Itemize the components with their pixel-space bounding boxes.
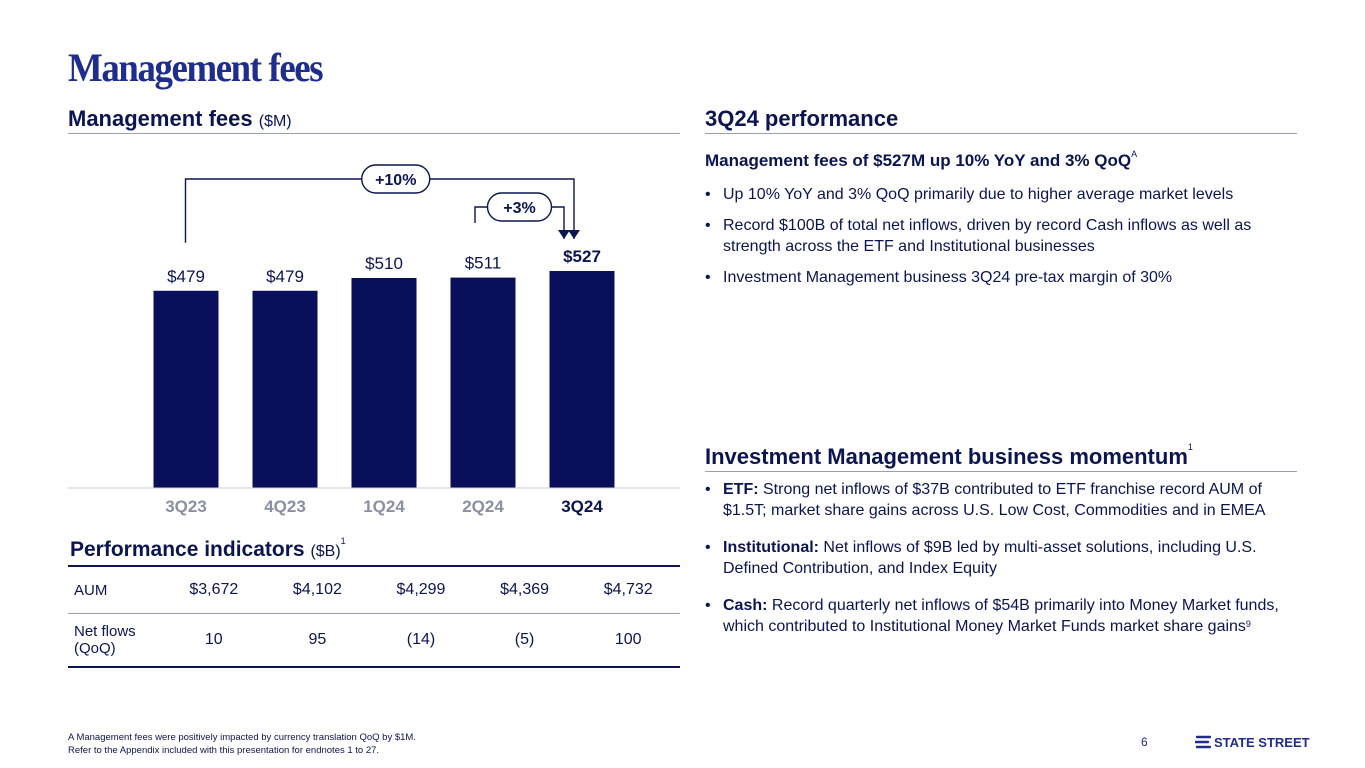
table-cell: 100: [576, 613, 680, 668]
chart-heading: Management fees ($M): [68, 106, 292, 132]
list-item: Record $100B of total net inflows, drive…: [705, 215, 1285, 257]
x-tick-label: 4Q23: [264, 497, 306, 516]
table-cell: (14): [369, 613, 473, 668]
bar-value-label: $510: [365, 254, 403, 273]
performance-bullets: Up 10% YoY and 3% QoQ primarily due to h…: [705, 184, 1285, 298]
performance-heading: 3Q24 performance: [705, 106, 899, 131]
table-cell: (5): [472, 613, 577, 668]
x-tick-label: 2Q24: [462, 497, 504, 516]
qoq-badge-label: +3%: [503, 200, 535, 217]
table-row-net-flows: Net flows (QoQ) 10 95 (14) (5) 100: [68, 613, 680, 668]
table-cell: 95: [265, 613, 370, 668]
performance-subheading: Management fees of $527M up 10% YoY and …: [705, 149, 1138, 171]
table-cell: $3,672: [162, 565, 266, 614]
performance-subheading-sup: A: [1131, 149, 1138, 159]
brand-name: STATE STREET: [1214, 735, 1310, 750]
momentum-bullets: ETF: Strong net inflows of $37B contribu…: [705, 479, 1295, 647]
chart-heading-unit: ($M): [258, 113, 292, 130]
performance-table: AUM $3,672 $4,102 $4,299 $4,369 $4,732 N…: [68, 565, 680, 668]
list-item-institutional: Institutional: Net inflows of $9B led by…: [705, 537, 1295, 579]
bar-3Q24: [549, 271, 615, 488]
page-number: 6: [1141, 735, 1148, 749]
bar-4Q23: [252, 290, 318, 488]
bullet-text: Strong net inflows of $37B contributed t…: [723, 481, 1266, 519]
performance-subheading-text: Management fees of $527M up 10% YoY and …: [705, 151, 1132, 170]
bullet-label: Cash:: [723, 597, 768, 614]
bar-2Q24: [450, 277, 516, 488]
momentum-heading-text: Investment Management business momentum: [705, 444, 1188, 469]
momentum-heading: Investment Management business momentum1: [705, 442, 1193, 470]
page-title: Management fees: [68, 45, 324, 90]
bar-value-label: $479: [266, 267, 304, 286]
logo-icon: [1195, 735, 1211, 749]
table-row-aum: AUM $3,672 $4,102 $4,299 $4,369 $4,732: [68, 565, 680, 614]
chart-heading-rule: [68, 133, 680, 134]
bar-value-label: $479: [167, 267, 205, 286]
bar-value-labels: $479 $479 $510 $511 $527: [167, 247, 601, 286]
footnote-line: A Management fees were positively impact…: [68, 732, 416, 743]
x-tick-label: 3Q23: [165, 497, 207, 516]
yoy-badge-pill: [361, 164, 431, 194]
bar-value-label: $511: [465, 254, 502, 273]
bullet-text: Record quarterly net inflows of $54B pri…: [723, 597, 1279, 635]
momentum-heading-rule: [705, 471, 1297, 472]
list-item-etf: ETF: Strong net inflows of $37B contribu…: [705, 479, 1295, 521]
bullet-label: ETF:: [723, 481, 759, 498]
bars-group: [153, 271, 615, 488]
x-axis-ticks: 3Q23 4Q23 1Q24 2Q24 3Q24: [165, 497, 603, 516]
chart-heading-text: Management fees: [68, 106, 253, 131]
qoq-arrow: [558, 230, 570, 239]
table-cell: 10: [162, 613, 266, 668]
bar-1Q24: [351, 278, 417, 488]
x-tick-label: 3Q24: [561, 497, 603, 516]
table-cell: $4,102: [265, 565, 370, 614]
yoy-arrow: [568, 230, 580, 239]
performance-heading-rule: [705, 133, 1297, 134]
row-label: AUM: [68, 565, 162, 614]
perf-heading: Performance indicators ($B)1: [70, 536, 346, 562]
management-fees-chart: $479 $479$510 $511 $527 3Q23 4Q23 1Q24 2Q24 3Q2…: [68, 164, 680, 516]
row-label: Net flows (QoQ): [68, 613, 162, 668]
growth-annotations: +10% +3%: [184, 164, 580, 243]
bar-value-label: $527: [563, 247, 601, 266]
momentum-heading-sup: 1: [1187, 442, 1193, 452]
table-cell: $4,732: [576, 565, 680, 614]
table-cell: $4,369: [472, 565, 577, 614]
list-item: Investment Management business 3Q24 pre-…: [705, 267, 1285, 288]
yoy-badge-label: +10%: [375, 172, 416, 189]
bullet-text: Net inflows of $9B led by multi-asset so…: [723, 539, 1257, 577]
table-cell: $4,299: [369, 565, 473, 614]
x-tick-label: 1Q24: [363, 497, 405, 516]
brand-logo: STATE STREET: [1195, 735, 1310, 750]
bullet-label: Institutional:: [723, 539, 819, 556]
perf-heading-sup: 1: [340, 536, 346, 546]
list-item-cash: Cash: Record quarterly net inflows of $5…: [705, 595, 1295, 637]
perf-heading-text: Performance indicators: [70, 538, 305, 561]
perf-heading-unit: ($B): [310, 543, 341, 560]
qoq-badge-pill: [486, 192, 553, 222]
bullet-sup: 9: [1245, 619, 1251, 629]
list-item: Up 10% YoY and 3% QoQ primarily due to h…: [705, 184, 1285, 205]
bar-3Q23: [153, 290, 219, 488]
footnotes: A Management fees were positively impact…: [68, 731, 416, 757]
footnote-line: Refer to the Appendix included with this…: [68, 745, 380, 756]
